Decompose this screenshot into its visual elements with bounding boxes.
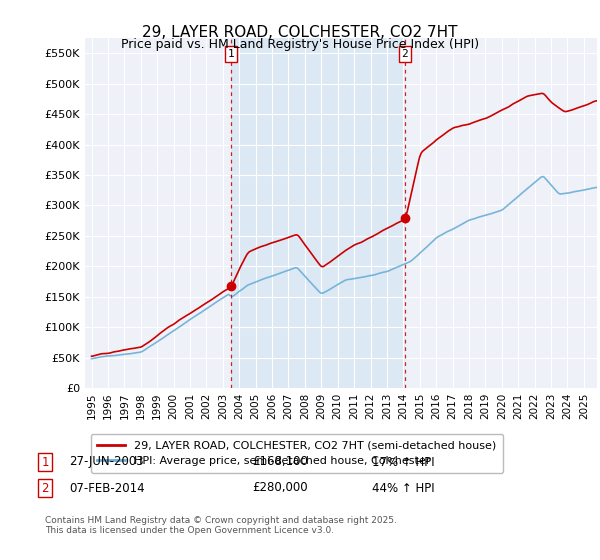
Text: 44% ↑ HPI: 44% ↑ HPI — [372, 482, 434, 494]
Text: £280,000: £280,000 — [252, 482, 308, 494]
Bar — [231, 38, 405, 388]
Text: 2: 2 — [401, 49, 408, 59]
Text: 1: 1 — [41, 455, 49, 469]
Text: 17% ↑ HPI: 17% ↑ HPI — [372, 455, 434, 469]
Text: Price paid vs. HM Land Registry's House Price Index (HPI): Price paid vs. HM Land Registry's House … — [121, 38, 479, 51]
Text: 1: 1 — [227, 49, 234, 59]
Text: £168,100: £168,100 — [252, 455, 308, 469]
Text: Contains HM Land Registry data © Crown copyright and database right 2025.
This d: Contains HM Land Registry data © Crown c… — [45, 516, 397, 535]
Text: 27-JUN-2003: 27-JUN-2003 — [69, 455, 143, 469]
Text: 29, LAYER ROAD, COLCHESTER, CO2 7HT: 29, LAYER ROAD, COLCHESTER, CO2 7HT — [142, 25, 458, 40]
Text: 2: 2 — [41, 482, 49, 494]
Text: 07-FEB-2014: 07-FEB-2014 — [69, 482, 145, 494]
Legend: 29, LAYER ROAD, COLCHESTER, CO2 7HT (semi-detached house), HPI: Average price, s: 29, LAYER ROAD, COLCHESTER, CO2 7HT (sem… — [91, 434, 503, 473]
